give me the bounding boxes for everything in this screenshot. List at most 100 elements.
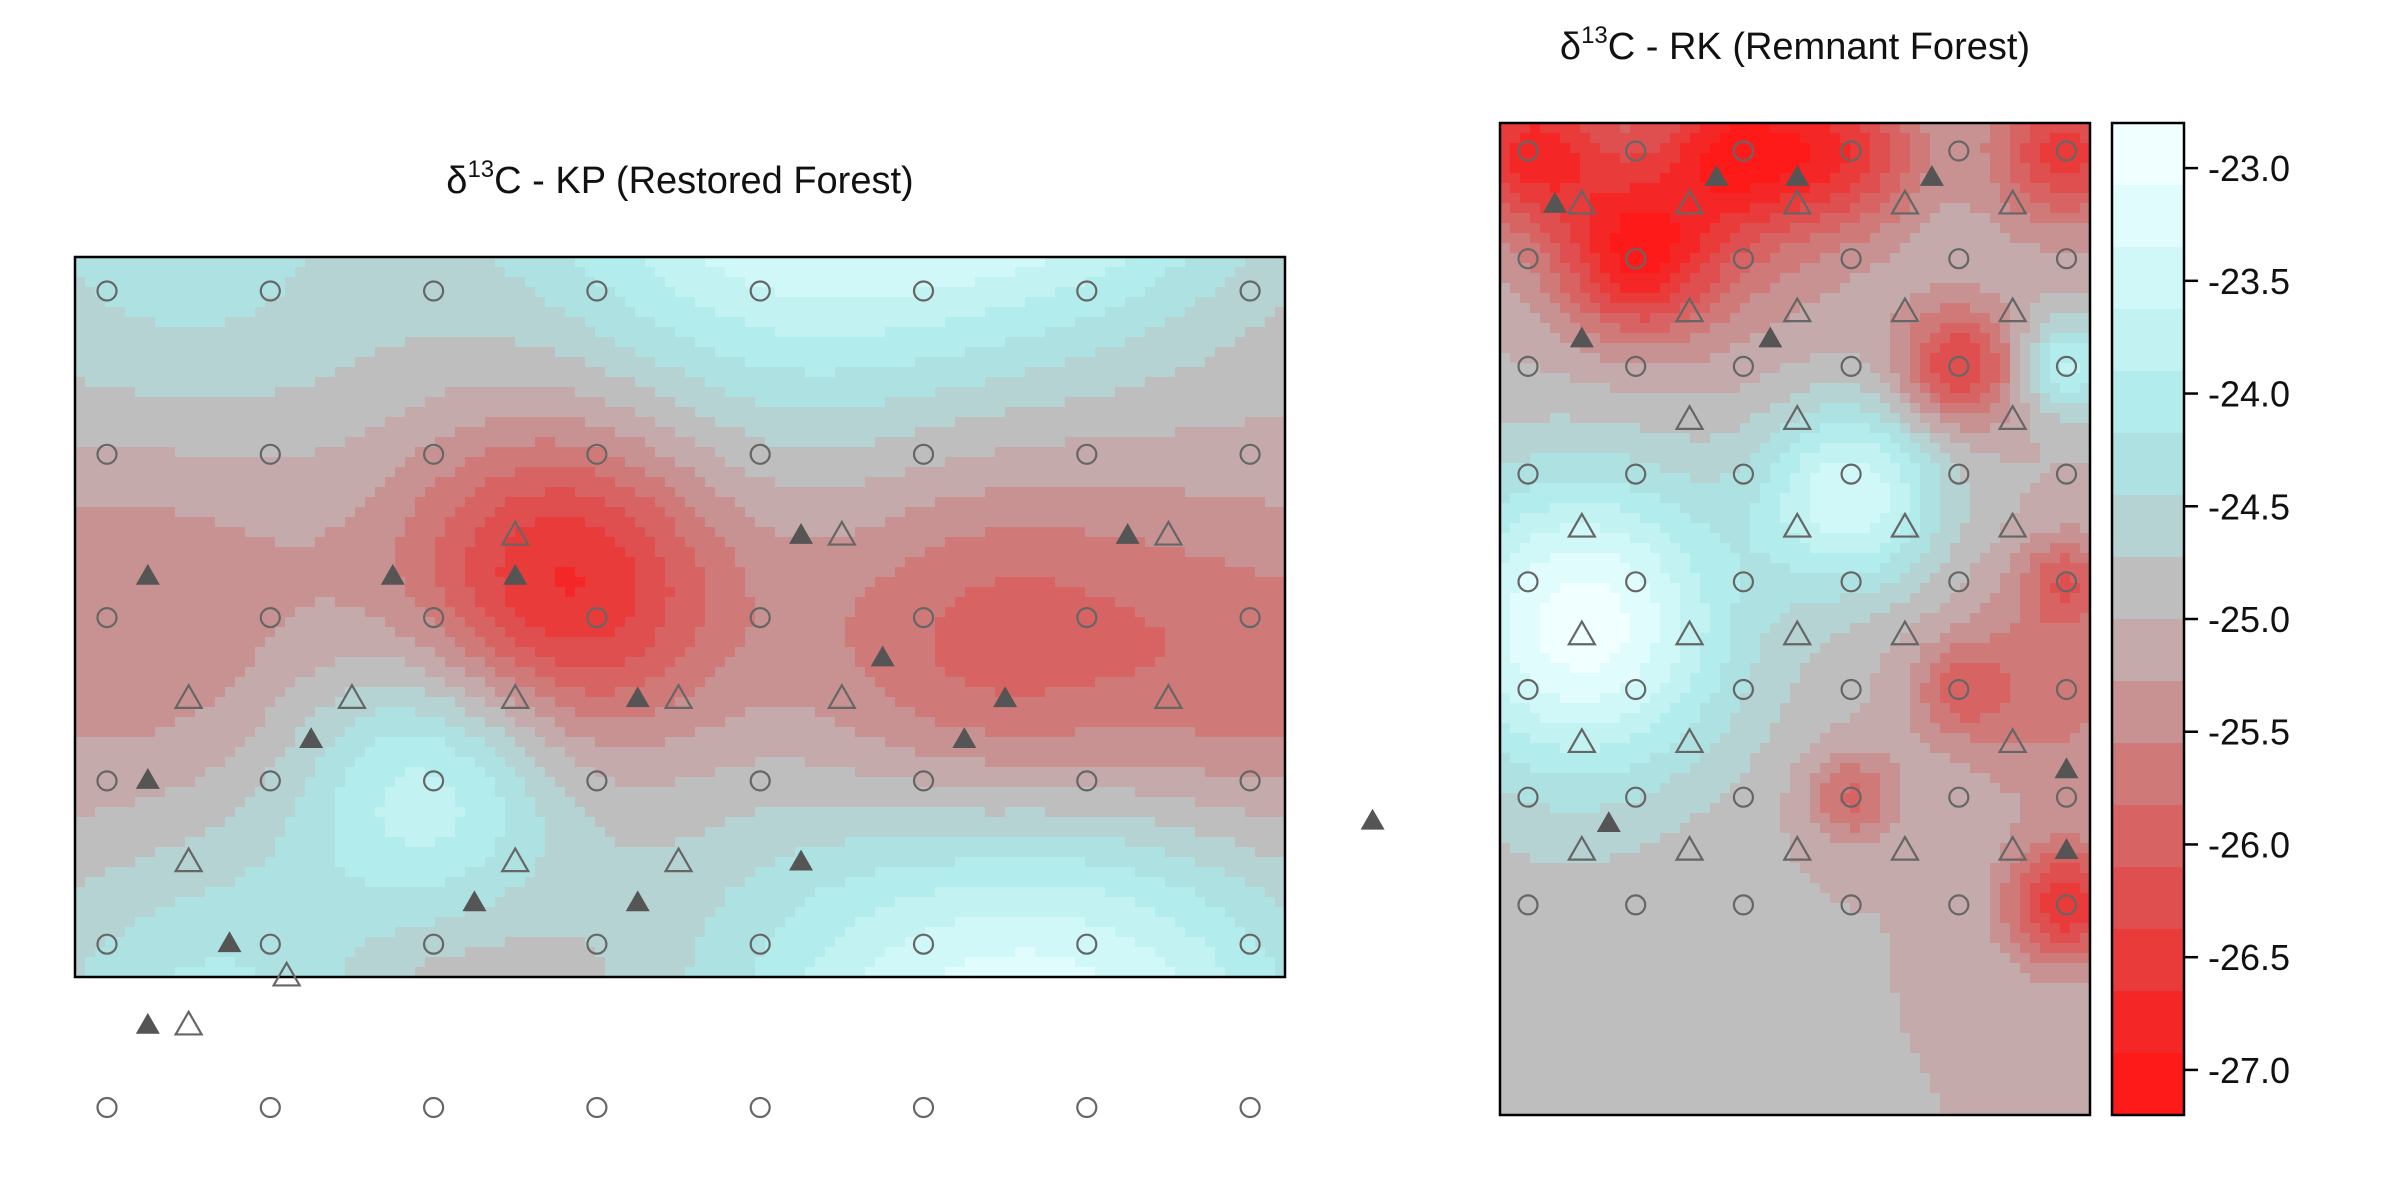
heatmap-cell [915,327,926,338]
heatmap-cell [715,517,726,528]
heatmap-cell [1185,627,1196,638]
heatmap-cell [165,287,176,298]
heatmap-cell [515,427,526,438]
heatmap-cell [455,617,466,628]
heatmap-cell [305,597,316,608]
heatmap-cell [1105,577,1116,588]
heatmap-cell [715,627,726,638]
heatmap-cell [1225,277,1236,288]
heatmap-cell [1095,567,1106,578]
heatmap-cell [95,527,106,538]
heatmap-cell [545,397,556,408]
heatmap-cell [665,457,676,468]
heatmap-cell [1075,407,1086,418]
heatmap-cell [125,627,136,638]
heatmap-cell [805,507,816,518]
heatmap-cell [105,347,116,358]
heatmap-cell [355,657,366,668]
heatmap-cell [1015,467,1026,478]
heatmap-cell [495,557,506,568]
heatmap-cell [1075,557,1086,568]
heatmap-cell [415,507,426,518]
heatmap-cell [1165,437,1176,448]
heatmap-cell [185,487,196,498]
heatmap-cell [265,397,276,408]
heatmap-cell [1175,327,1186,338]
heatmap-cell [515,507,526,518]
heatmap-cell [1155,287,1166,298]
heatmap-cell [275,537,286,548]
heatmap-cell [1175,267,1186,278]
heatmap-cell [615,447,626,458]
heatmap-cell [1025,277,1036,288]
heatmap-cell [775,597,786,608]
heatmap-cell [495,427,506,438]
heatmap-cell [725,337,736,348]
heatmap-cell [265,267,276,278]
heatmap-cell [1195,367,1206,378]
heatmap-cell [1265,427,1276,438]
heatmap-cell [1055,657,1066,668]
heatmap-cell [1045,287,1056,298]
heatmap-cell [75,627,86,638]
heatmap-cell [645,577,656,588]
heatmap-cell [945,417,956,428]
heatmap-cell [925,527,936,538]
heatmap-cell [895,327,906,338]
heatmap-cell [325,607,336,618]
heatmap-cell [1025,407,1036,418]
heatmap-cell [435,617,446,628]
heatmap-cell [555,547,566,558]
heatmap-cell [1185,447,1196,458]
heatmap-cell [765,277,776,288]
heatmap-cell [445,407,456,418]
heatmap-cell [105,437,116,448]
heatmap-cell [485,277,496,288]
heatmap-cell [955,517,966,528]
heatmap-cell [1265,657,1276,668]
heatmap-cell [225,497,236,508]
heatmap-cell [1025,467,1036,478]
heatmap-cell [1195,567,1206,578]
heatmap-cell [985,267,996,278]
heatmap-cell [465,357,476,368]
heatmap-cell [465,347,476,358]
heatmap-cell [735,627,746,638]
heatmap-cell [865,567,876,578]
heatmap-cell [1035,477,1046,488]
heatmap-cell [715,437,726,448]
heatmap-cell [205,487,216,498]
heatmap-cell [405,427,416,438]
heatmap-cell [885,337,896,348]
heatmap-cell [245,557,256,568]
heatmap-cell [1085,657,1096,668]
heatmap-cell [275,377,286,388]
heatmap-cell [195,437,206,448]
heatmap-cell [865,257,876,268]
heatmap-cell [345,277,356,288]
heatmap-cell [995,427,1006,438]
heatmap-cell [145,297,156,308]
heatmap-cell [365,617,376,628]
heatmap-cell [425,647,436,658]
heatmap-cell [315,497,326,508]
heatmap-cell [505,307,516,318]
heatmap-cell [245,507,256,518]
heatmap-cell [1195,627,1206,638]
heatmap-cell [85,457,96,468]
heatmap-cell [1075,317,1086,328]
heatmap-cell [965,537,976,548]
heatmap-cell [685,557,696,568]
heatmap-cell [1095,357,1106,368]
heatmap-cell [205,297,216,308]
heatmap-cell [1065,497,1076,508]
heatmap-cell [1075,517,1086,528]
heatmap-cell [945,637,956,648]
heatmap-cell [555,277,566,288]
heatmap-cell [115,647,126,658]
heatmap-cell [505,627,516,638]
heatmap-cell [175,327,186,338]
heatmap-cell [685,627,696,638]
heatmap-cell [355,467,366,478]
heatmap-cell [215,537,226,548]
